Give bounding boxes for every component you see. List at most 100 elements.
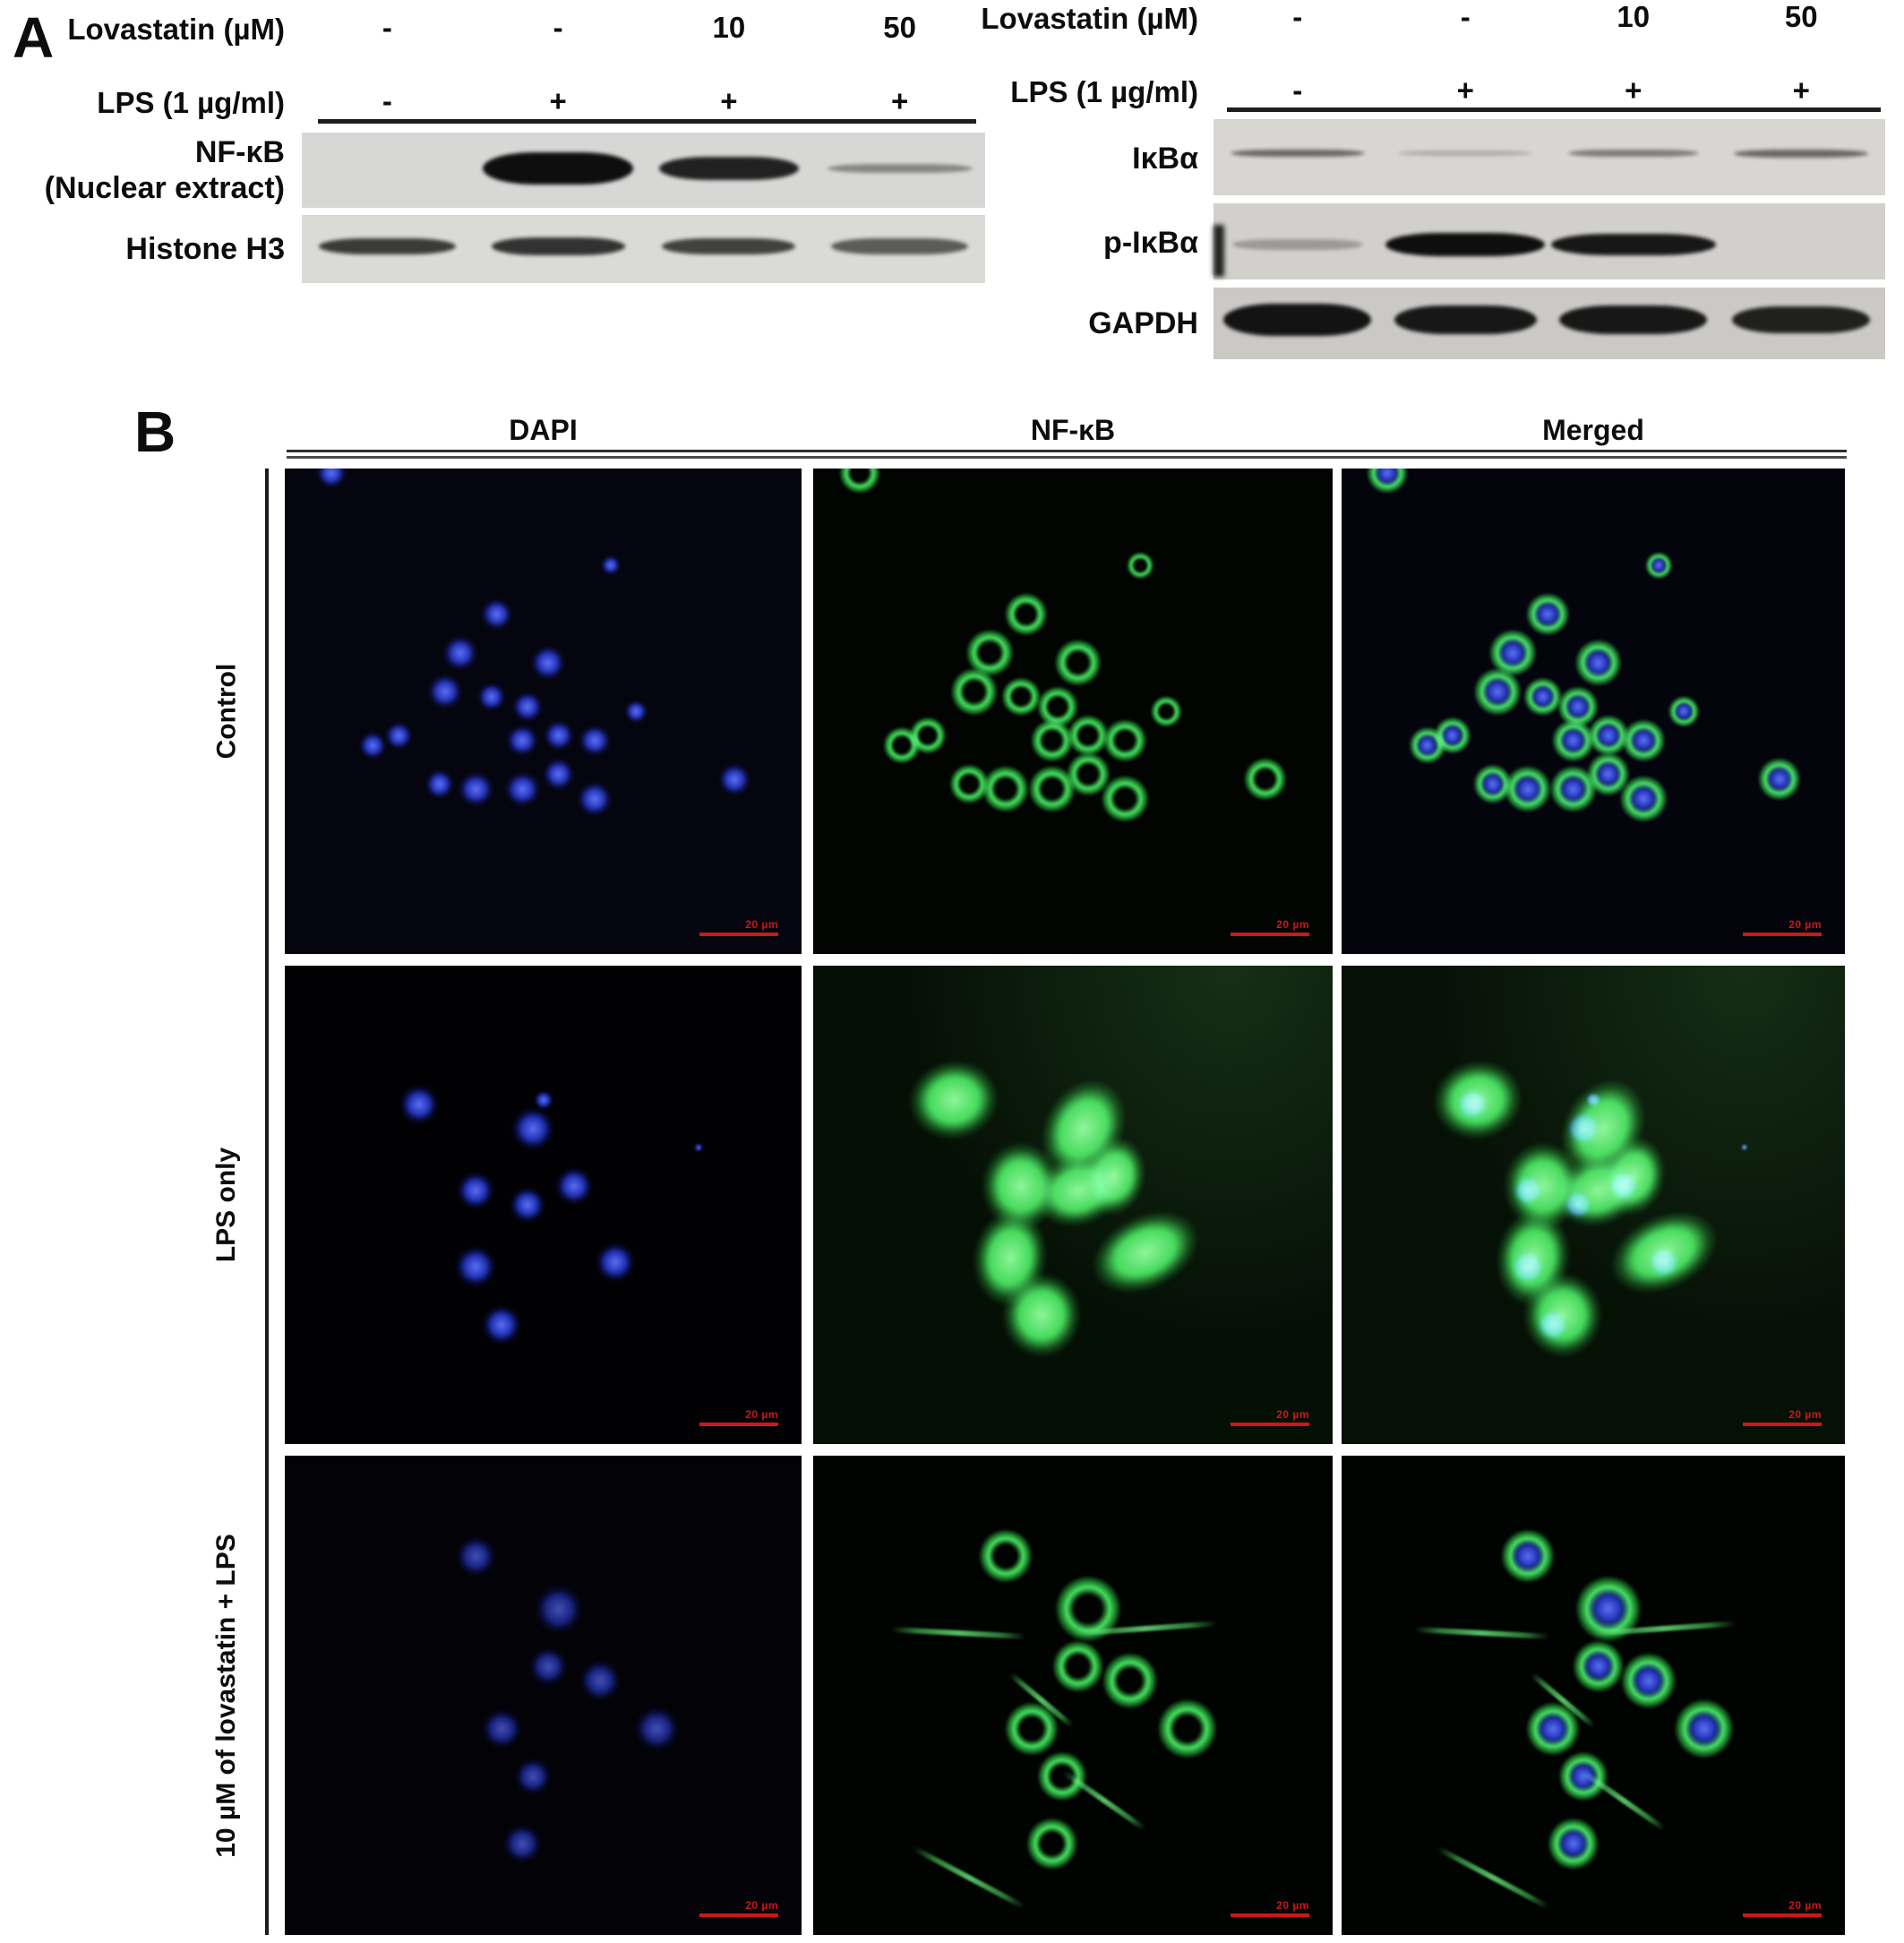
lane-condition-value: + (1456, 73, 1474, 107)
scale-bar: 20 µm (699, 1900, 778, 1917)
cell-nucleus (358, 731, 387, 760)
blot-label-p-ikba: p-IκBα (0, 225, 1198, 261)
lane-condition-value: - (1292, 0, 1303, 33)
cell-nucleus (1629, 1661, 1668, 1701)
scale-bar-line (1743, 933, 1822, 936)
lane-underline (1227, 107, 1881, 112)
cell-nucleus (530, 645, 566, 681)
blot-band-lane-2 (491, 236, 625, 255)
cell-nucleus (1593, 759, 1624, 790)
micrograph-lovastatin-lps-nfkb: 20 µm (813, 1456, 1333, 1935)
scale-bar-label: 20 µm (1276, 918, 1309, 931)
cell-nucleus (504, 771, 540, 807)
cell-nfkb-ring (1149, 694, 1184, 728)
lane-condition-value: - (382, 11, 392, 44)
row-label-text: Control (211, 663, 242, 760)
cell-nucleus (1511, 772, 1545, 806)
scale-bar: 20 µm (1231, 919, 1309, 936)
scale-bar: 20 µm (1231, 1409, 1309, 1426)
cell-nucleus (514, 1758, 552, 1795)
blot-label-nfkb-nuclear-extract: NF-κB (Nuclear extract) (0, 134, 285, 206)
cell-nfkb-ring (1024, 1816, 1081, 1872)
cell-nucleus (542, 758, 575, 791)
cell-nucleus (427, 674, 463, 709)
scale-bar-line (1743, 1913, 1822, 1917)
cell-nucleus (1509, 1537, 1547, 1576)
cell-nfkb-ring (907, 715, 948, 756)
lane-condition-value: + (1625, 73, 1642, 107)
scale-bar-line (1231, 933, 1309, 936)
cell-nucleus (693, 1142, 703, 1152)
micrograph-control-dapi: 20 µm (285, 469, 802, 954)
cell-nucleus (480, 598, 513, 631)
scale-bar-label: 20 µm (745, 1408, 778, 1421)
scale-bar-line (699, 933, 778, 936)
scale-bar-label: 20 µm (1788, 1408, 1822, 1421)
lane-condition-value: - (382, 84, 392, 117)
cell-nfkb-ring (1241, 755, 1289, 804)
cell-nucleus (399, 1084, 440, 1124)
cell-nucleus (718, 763, 750, 795)
scale-bar-label: 20 µm (1276, 1899, 1309, 1912)
micrograph-lps-only-nfkb: 20 µm (813, 966, 1333, 1444)
blot-band-lane-4 (831, 237, 968, 254)
cell-nfkb-ring (1002, 590, 1051, 638)
cell-nucleus (1563, 1190, 1594, 1220)
cell-process-streak (1436, 1845, 1549, 1910)
cell-process-streak (1415, 1627, 1550, 1639)
blot-band-lane-4 (827, 164, 973, 174)
scale-bar-line (1231, 1913, 1309, 1917)
lane-underline (318, 119, 976, 124)
cell-nucleus (455, 1246, 497, 1288)
scale-bar-label: 20 µm (1788, 1899, 1822, 1912)
cell-nucleus (456, 1536, 496, 1577)
scale-bar-line (699, 1423, 778, 1426)
condition-label-lovastatin: Lovastatin (µM) (67, 13, 285, 46)
scale-bar: 20 µm (1743, 919, 1822, 936)
cell-nucleus (458, 771, 494, 807)
cell-nfkb-ring (1099, 772, 1151, 825)
blot-band-lane-4 (1732, 306, 1871, 333)
cell-nucleus (534, 1584, 583, 1634)
condition-values-row: - - 10 50 (302, 11, 985, 45)
blot-band-lane-2 (1385, 232, 1546, 256)
cell-nucleus (1372, 469, 1402, 488)
cell-nucleus (315, 469, 347, 489)
cell-nucleus (512, 691, 544, 722)
cell-nucleus (482, 1708, 522, 1750)
cell-nucleus (510, 1187, 546, 1223)
western-blot-p-ikba (1214, 203, 1885, 279)
cell-nucleus (596, 1242, 636, 1283)
cell-nucleus (555, 1166, 594, 1205)
cell-nfkb-ring (837, 469, 883, 496)
cell-process-streak (912, 1845, 1026, 1910)
cell-nucleus (1764, 764, 1795, 795)
condition-label-lps: LPS (1 µg/ml) (97, 86, 285, 119)
panel-b-header-rule (287, 450, 1847, 459)
blot-band-lane-3 (1559, 305, 1708, 334)
blot-band-lane-2 (1398, 150, 1533, 157)
cell-nucleus (529, 1647, 568, 1686)
lane-condition-value: + (720, 84, 738, 117)
cell-nucleus (1580, 1648, 1617, 1685)
cell-nucleus (506, 724, 539, 757)
blot-label-ikba: IκBα (0, 141, 1198, 176)
lane-condition-value: 50 (1784, 0, 1818, 33)
blot-label-line: Histone H3 (125, 232, 285, 266)
cell-nucleus (533, 1089, 553, 1110)
scale-bar-line (699, 1913, 778, 1917)
cell-nucleus (1628, 725, 1659, 756)
cell-nfkb-ring (1126, 551, 1155, 580)
cell-nfkb-ring (1100, 1650, 1161, 1712)
cell-nfkb-ring (979, 762, 1032, 815)
scale-bar: 20 µm (699, 919, 778, 936)
cell-nucleus (1607, 1169, 1640, 1202)
lane-condition-value: - (1460, 0, 1471, 33)
western-blot-gapdh (1214, 288, 1885, 359)
blot-label-gapdh: GAPDH (0, 305, 1198, 341)
lane-condition-value: - (553, 11, 563, 44)
blot-label-line: IκBα (1132, 142, 1198, 176)
lane-condition-value: 10 (1617, 0, 1651, 33)
condition-values-row: - - 10 50 (1214, 0, 1885, 34)
blot-band-lane-3 (1567, 150, 1699, 158)
